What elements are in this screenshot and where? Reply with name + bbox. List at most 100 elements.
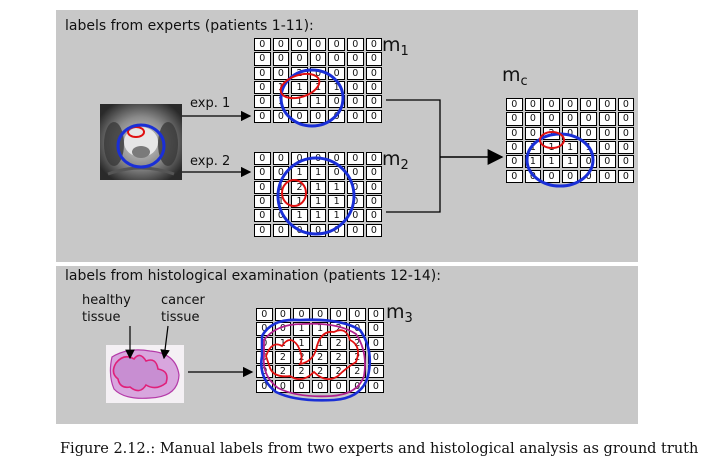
matrix-cell: 0 xyxy=(367,336,385,350)
matrix-cell: 0 xyxy=(367,322,385,336)
matrix-cell: 0 xyxy=(599,155,616,169)
matrix-cell: 0 xyxy=(272,66,290,80)
matrix-cell: 0 xyxy=(367,379,385,393)
matrix-cell: 0 xyxy=(367,365,385,379)
matrix-cell: 0 xyxy=(524,98,542,112)
matrix-cell: 0 xyxy=(291,52,308,66)
matrix-cell: 0 xyxy=(365,209,383,223)
matrix-cell: 1 xyxy=(272,80,290,95)
matrix-cell: 0 xyxy=(367,308,385,322)
matrix-cell: 0 xyxy=(347,80,364,95)
matrix-cell: 0 xyxy=(617,155,635,169)
matrix-cell: 0 xyxy=(365,52,383,66)
matrix-cell: 1 xyxy=(293,336,310,350)
matrix-cell: 0 xyxy=(365,109,383,123)
matrix-cell: 2 xyxy=(291,66,308,80)
matrix-cell: 0 xyxy=(254,180,271,194)
exp1-label: exp. 1 xyxy=(190,96,231,111)
matrix-cell: 0 xyxy=(543,169,560,183)
matrix-cell: 0 xyxy=(254,152,271,166)
matrix-cell: 0 xyxy=(256,336,273,350)
matrix-cell: 0 xyxy=(365,152,383,166)
matrix-cell: 0 xyxy=(328,109,345,123)
matrix-cell: 0 xyxy=(272,152,290,166)
matrix-cell: 0 xyxy=(524,126,542,140)
matrix-cell: 0 xyxy=(291,152,308,166)
matrix-cell: 0 xyxy=(347,95,364,109)
matrix-cell: 0 xyxy=(617,112,635,126)
matrix-cell: 0 xyxy=(274,379,292,393)
matrix-cell: 1 xyxy=(328,180,345,194)
matrix-cell: 1 xyxy=(524,155,542,169)
matrix-cell: 1 xyxy=(309,209,327,223)
matrix-cell: 0 xyxy=(291,109,308,123)
matrix-cell: 0 xyxy=(254,194,271,209)
matrix-cell: 1 xyxy=(580,140,597,155)
matrix-label-m3: m3 xyxy=(386,301,413,326)
matrix-cell: 1 xyxy=(543,140,560,155)
matrix-cell: 2 xyxy=(274,350,292,365)
matrix-cell: 0 xyxy=(580,98,597,112)
matrix-cell: 1 xyxy=(309,194,327,209)
matrix-cell: 0 xyxy=(256,322,273,336)
matrix-cell: 0 xyxy=(330,308,347,322)
matrix-cell: 1 xyxy=(274,336,292,350)
matrix-cell: 2 xyxy=(274,365,292,379)
matrix-cell: 1 xyxy=(272,180,290,194)
matrix-cell: 0 xyxy=(561,98,579,112)
matrix-cell: 0 xyxy=(561,126,579,140)
matrix-cell: 0 xyxy=(347,166,364,180)
matrix-cell: 0 xyxy=(580,155,597,169)
matrix-cell: 0 xyxy=(617,98,635,112)
matrix-cell: 0 xyxy=(254,209,271,223)
matrix-label-m2: m2 xyxy=(382,148,409,173)
matrix-cell: 1 xyxy=(291,209,308,223)
matrix-cell: 0 xyxy=(347,109,364,123)
matrix-cell: 0 xyxy=(254,166,271,180)
matrix-cell: 1 xyxy=(561,155,579,169)
matrix-cell: 0 xyxy=(617,169,635,183)
matrix-cell: 2 xyxy=(349,350,366,365)
matrix-cell: 0 xyxy=(349,308,366,322)
matrix-cell: 0 xyxy=(561,169,579,183)
matrix-cell: 1 xyxy=(561,140,579,155)
matrix-cell: 0 xyxy=(599,140,616,155)
matrix-cell: 0 xyxy=(256,308,273,322)
matrix-cell: 0 xyxy=(617,126,635,140)
mri-image xyxy=(100,104,182,180)
matrix-label-mc: mc xyxy=(502,64,528,89)
matrix-cell: 1 xyxy=(311,336,329,350)
matrix-cell: 0 xyxy=(328,66,345,80)
matrix-cell: 0 xyxy=(599,112,616,126)
matrix-cell: 0 xyxy=(293,308,310,322)
matrix-cell: 0 xyxy=(328,223,345,237)
matrix-cell: 1 xyxy=(311,322,329,336)
matrix-cell: 0 xyxy=(365,194,383,209)
matrix-cell: 1 xyxy=(272,95,290,109)
matrix-cell: 0 xyxy=(272,109,290,123)
matrix-cell: 0 xyxy=(274,322,292,336)
matrix-label-m1: m1 xyxy=(382,34,409,59)
matrix-cell: 0 xyxy=(272,223,290,237)
matrix-cell: 0 xyxy=(347,66,364,80)
matrix-cell: 0 xyxy=(311,379,329,393)
matrix-cell: 0 xyxy=(254,80,271,95)
matrix-cell: 0 xyxy=(347,38,364,52)
matrix-cell: 0 xyxy=(309,38,327,52)
matrix-cell: 0 xyxy=(293,379,310,393)
matrix-cell: 1 xyxy=(291,166,308,180)
matrix-cell: 0 xyxy=(599,126,616,140)
matrix-cell: 2 xyxy=(330,350,347,365)
matrix-cell: 0 xyxy=(272,209,290,223)
matrix-cell: 0 xyxy=(309,152,327,166)
matrix-cell: 0 xyxy=(256,350,273,365)
matrix-cell: 0 xyxy=(365,38,383,52)
matrix-cell: 0 xyxy=(617,140,635,155)
matrix-cell: 2 xyxy=(349,336,366,350)
matrix-cell: 0 xyxy=(347,194,364,209)
matrix-cell: 0 xyxy=(274,308,292,322)
matrix-cell: 0 xyxy=(599,98,616,112)
matrix-cell: 0 xyxy=(311,308,329,322)
matrix-cell: 0 xyxy=(543,98,560,112)
matrix-cell: 0 xyxy=(580,112,597,126)
